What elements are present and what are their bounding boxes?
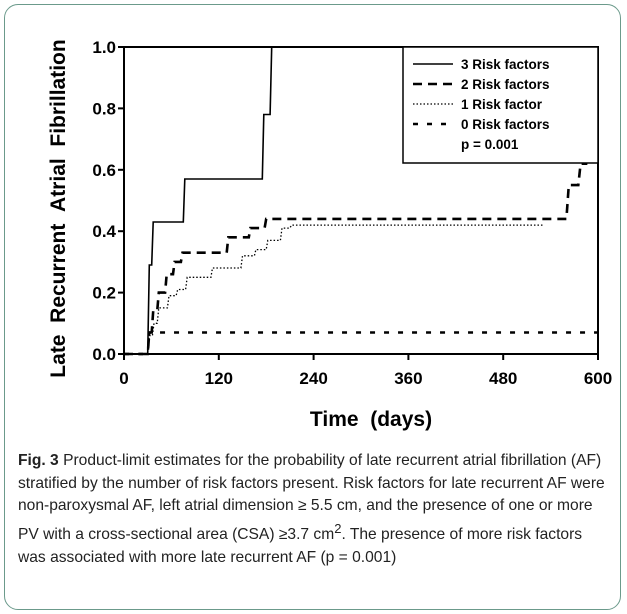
y-tick-label: 1.0 (92, 38, 116, 57)
series-line-0 (124, 46, 273, 355)
plot-frame (123, 46, 599, 355)
y-tick-label: 0.4 (92, 222, 116, 241)
x-tick-label: 0 (119, 369, 128, 388)
x-tick-label: 240 (299, 369, 327, 388)
y-tick-label: 0.2 (92, 284, 116, 303)
x-tick-label: 360 (394, 369, 422, 388)
caption-text-end: . The presence of more risk factors was … (18, 525, 583, 566)
x-tick-label: 480 (489, 369, 517, 388)
y-tick-label: 0.8 (92, 99, 116, 118)
x-tick-label: 600 (584, 369, 612, 388)
series-line-1 (124, 139, 589, 356)
caption-label: Fig. 3 (18, 452, 59, 469)
series-line-3 (124, 331, 598, 356)
figure-card: 0.0 0.2 0.4 0.6 0.8 1.0 0 120 240 360 480 600 Time (… (4, 4, 621, 610)
y-tick-label: 0.0 (92, 345, 116, 364)
km-chart: 0.0 0.2 0.4 0.6 0.8 1.0 0 120 240 360 480 600 Time (… (47, 38, 612, 431)
legend-entry-label: 3 Risk factors (461, 57, 550, 72)
legend-entry-label: 0 Risk factors (461, 117, 550, 132)
legend-entry-label: 2 Risk factors (461, 77, 550, 92)
y-tick-label: 0.6 (92, 161, 116, 180)
caption-text-main: Product-limit estimates for the probabil… (18, 452, 605, 543)
series-line-2 (124, 224, 543, 355)
x-tick-label: 120 (205, 369, 233, 388)
p-value-annotation: p = 0.001 (461, 137, 519, 152)
y-axis-title: Late Recurrent Atrial Fibrillation (47, 39, 70, 377)
x-axis-title: Time (days) (310, 408, 432, 431)
figure-caption: Fig. 3 Product-limit estimates for the p… (18, 450, 613, 569)
legend-entry-label: 1 Risk factor (461, 97, 543, 112)
legend-box (402, 46, 599, 164)
caption-superscript: 2 (334, 520, 342, 536)
